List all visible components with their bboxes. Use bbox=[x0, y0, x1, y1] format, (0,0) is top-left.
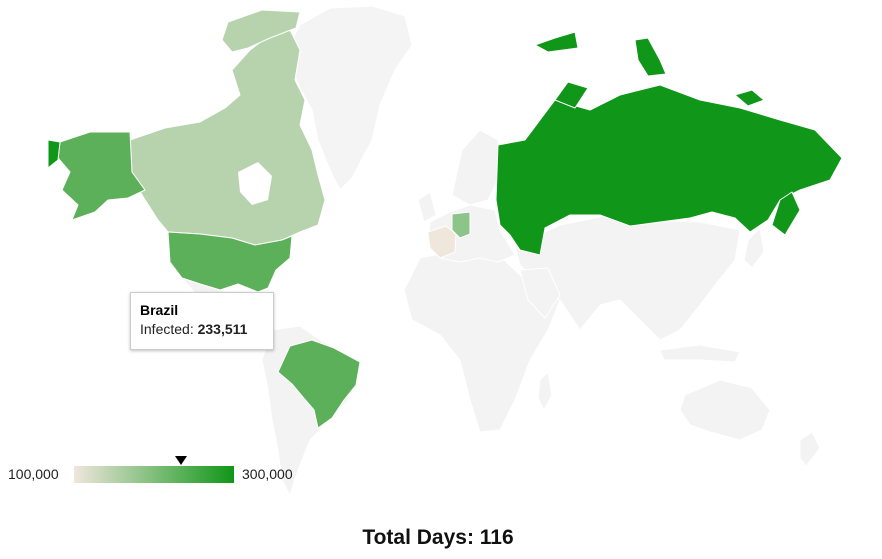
region-russia-severnaya[interactable] bbox=[634, 37, 667, 77]
region-alaska-tip[interactable] bbox=[47, 139, 61, 169]
region-indonesia[interactable] bbox=[659, 344, 741, 363]
region-russia-novaya-zemlya[interactable] bbox=[554, 81, 589, 109]
world-map[interactable] bbox=[0, 0, 882, 500]
region-brazil[interactable] bbox=[277, 339, 361, 429]
region-new-zealand[interactable] bbox=[799, 431, 821, 467]
legend-max-label: 300,000 bbox=[242, 466, 293, 482]
tooltip-value: 233,511 bbox=[197, 321, 248, 337]
region-france[interactable] bbox=[427, 225, 457, 259]
tooltip-metric-label: Infected: bbox=[140, 321, 194, 337]
region-russia-franz-josef[interactable] bbox=[534, 31, 579, 53]
tooltip-metric-row: Infected: 233,511 bbox=[140, 321, 264, 337]
region-russia-kamchatka[interactable] bbox=[771, 191, 801, 236]
tooltip-country: Brazil bbox=[140, 302, 179, 318]
region-canada-islands[interactable] bbox=[221, 9, 301, 53]
region-arabia[interactable] bbox=[519, 267, 561, 319]
map-tooltip: Brazil Infected: 233,511 bbox=[130, 292, 274, 350]
region-canada[interactable] bbox=[129, 29, 326, 246]
region-russia-new-siberian[interactable] bbox=[734, 89, 765, 107]
legend-min-label: 100,000 bbox=[8, 466, 59, 482]
total-days-label: Total Days: 116 bbox=[362, 526, 514, 549]
region-russia[interactable] bbox=[495, 84, 843, 256]
region-alaska[interactable] bbox=[57, 131, 146, 221]
region-germany[interactable] bbox=[451, 211, 471, 239]
region-scandinavia[interactable] bbox=[451, 129, 501, 206]
legend-value-marker bbox=[174, 456, 187, 465]
region-madagascar[interactable] bbox=[537, 371, 553, 411]
legend-color-bar bbox=[74, 466, 234, 483]
region-uk[interactable] bbox=[417, 191, 437, 223]
region-africa[interactable] bbox=[403, 249, 561, 433]
region-greenland[interactable] bbox=[287, 5, 413, 191]
region-japan[interactable] bbox=[743, 227, 765, 269]
region-australia[interactable] bbox=[679, 379, 771, 441]
